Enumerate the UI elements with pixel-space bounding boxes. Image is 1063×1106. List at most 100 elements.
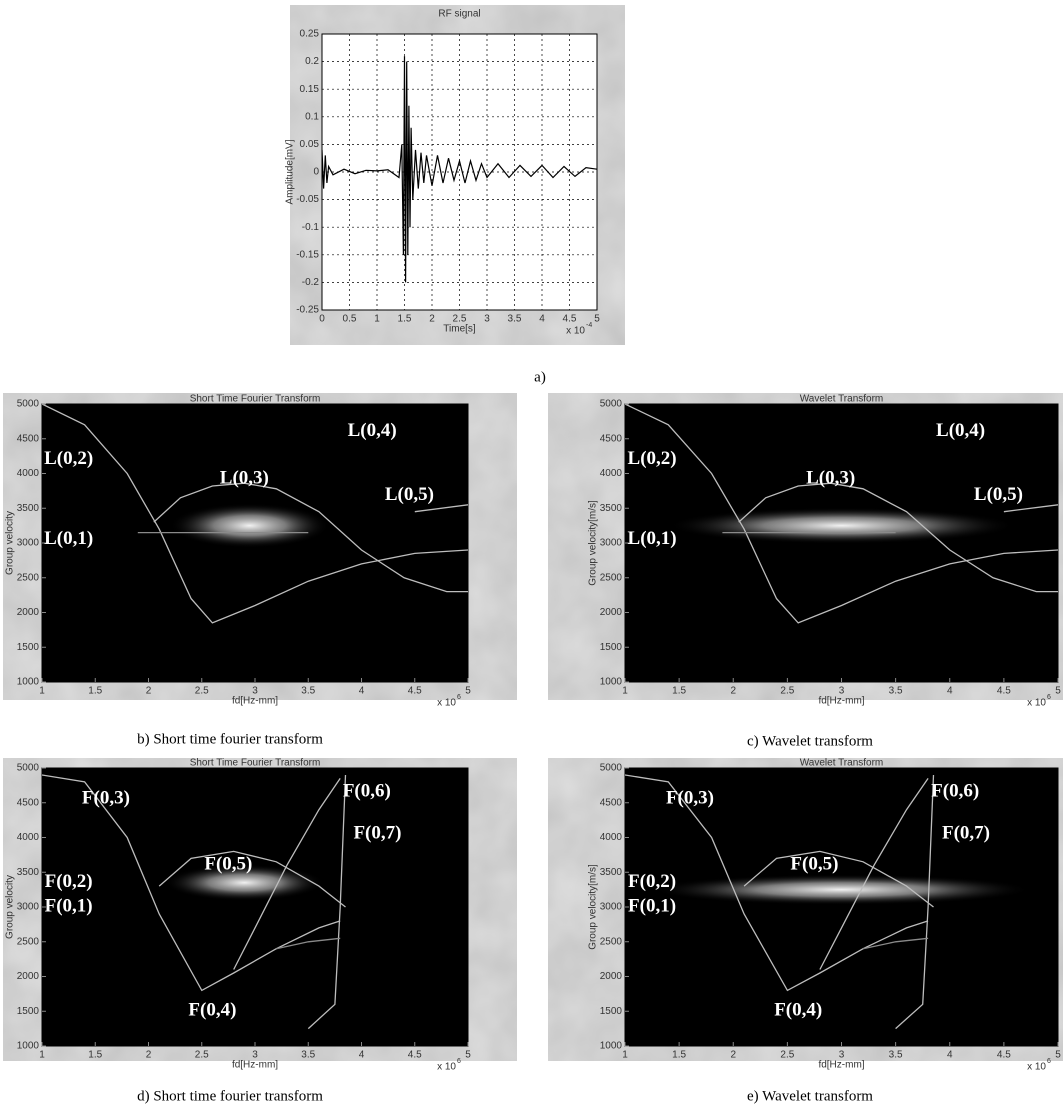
energy-blob — [652, 874, 1031, 905]
y-tick-label: 1500 — [600, 1006, 623, 1017]
x-multiplier: x 10 — [1027, 698, 1046, 709]
x-tick-label: 1.5 — [672, 1050, 686, 1061]
mode-label: F(0,4) — [188, 1000, 236, 1021]
y-tick-label: 1000 — [600, 1041, 623, 1052]
x-tick-label: 0.5 — [343, 314, 357, 325]
x-tick-label: 4.5 — [997, 1050, 1011, 1061]
y-axis-label: Group velocity[m/s] — [588, 864, 599, 950]
x-tick-label: 4 — [947, 686, 953, 697]
y-tick-label: 0.15 — [300, 84, 320, 95]
x-tick-label: 5 — [1055, 1050, 1061, 1061]
x-multiplier: x 10 — [437, 1062, 456, 1073]
x-tick-label: 5 — [1055, 686, 1061, 697]
mode-label: F(0,6) — [343, 781, 391, 802]
caption: e) Wavelet transform — [747, 1088, 873, 1104]
x-tick-label: 2 — [146, 1050, 152, 1061]
mode-label: F(0,2) — [628, 871, 676, 892]
mode-label: F(0,5) — [204, 854, 252, 875]
y-tick-label: 1000 — [17, 677, 40, 688]
y-tick-label: 2000 — [17, 971, 40, 982]
y-tick-label: 2000 — [600, 607, 623, 618]
energy-blob — [668, 508, 1014, 544]
x-tick-label: 1 — [39, 1050, 45, 1061]
x-tick-label: 1 — [622, 1050, 628, 1061]
mode-label: L(0,2) — [44, 448, 93, 469]
y-tick-label: 0.2 — [305, 56, 319, 67]
energy-blob — [170, 503, 330, 547]
y-tick-label: 2500 — [600, 572, 623, 583]
chart-title: Wavelet Transform — [800, 394, 884, 405]
x-axis-label: fd[Hz-mm] — [232, 1060, 278, 1071]
x-tick-label: 3.5 — [889, 686, 903, 697]
x-multiplier: x 10 — [1027, 1062, 1046, 1073]
y-tick-label: 3500 — [600, 867, 623, 878]
x-tick-label: 5 — [465, 686, 471, 697]
mode-label: L(0,4) — [348, 420, 397, 441]
y-tick-label: 3500 — [17, 503, 40, 514]
caption: d) Short time fourier transform — [137, 1088, 323, 1104]
x-multiplier: x 10 — [566, 326, 585, 337]
x-multiplier-exponent: 6 — [457, 694, 461, 701]
subplot: 11.522.533.544.5510001500200025003000350… — [3, 393, 517, 747]
mode-label: F(0,1) — [628, 895, 676, 916]
mode-label: F(0,3) — [82, 788, 130, 809]
y-tick-label: 0.05 — [300, 139, 320, 150]
y-tick-label: 1500 — [17, 642, 40, 653]
y-tick-label: 4000 — [600, 468, 623, 479]
x-tick-label: 2.5 — [195, 1050, 209, 1061]
subplot: 11.522.533.544.5510001500200025003000350… — [3, 758, 517, 1105]
mode-label: L(0,5) — [385, 484, 434, 505]
mode-label: F(0,1) — [45, 895, 93, 916]
subplot: 00.511.522.533.544.55-0.25-0.2-0.15-0.1-… — [285, 5, 625, 385]
mode-label: F(0,6) — [931, 781, 979, 802]
y-tick-label: 3000 — [17, 538, 40, 549]
x-tick-label: 2 — [730, 686, 736, 697]
y-tick-label: -0.25 — [296, 305, 319, 316]
y-tick-label: 0.25 — [300, 29, 320, 40]
x-multiplier-exponent: 6 — [457, 1058, 461, 1065]
y-tick-label: -0.2 — [302, 277, 320, 288]
y-tick-label: 5000 — [17, 399, 40, 410]
y-tick-label: 2500 — [17, 572, 40, 583]
x-tick-label: 5 — [465, 1050, 471, 1061]
mode-label: F(0,2) — [45, 871, 93, 892]
mode-label: L(0,5) — [974, 484, 1023, 505]
y-tick-label: 4500 — [600, 797, 623, 808]
x-tick-label: 2 — [429, 314, 435, 325]
y-tick-label: 5000 — [17, 763, 40, 774]
x-tick-label: 2.5 — [780, 686, 794, 697]
y-tick-label: 5000 — [600, 399, 623, 410]
y-tick-label: 4000 — [17, 468, 40, 479]
x-tick-label: 4.5 — [997, 686, 1011, 697]
x-axis-label: Time[s] — [443, 324, 476, 335]
y-tick-label: 1500 — [17, 1006, 40, 1017]
chart-title: RF signal — [438, 9, 480, 20]
y-tick-label: 2500 — [600, 936, 623, 947]
y-axis-label: Group velocity — [5, 875, 16, 939]
y-tick-label: 0.1 — [305, 111, 319, 122]
mode-label: F(0,7) — [942, 822, 990, 843]
x-tick-label: 1.5 — [88, 1050, 102, 1061]
x-tick-label: 4.5 — [408, 1050, 422, 1061]
y-tick-label: 4500 — [17, 797, 40, 808]
x-tick-label: 1.5 — [672, 686, 686, 697]
y-tick-label: 2000 — [17, 607, 40, 618]
y-tick-label: 3500 — [600, 503, 623, 514]
x-tick-label: 4.5 — [563, 314, 577, 325]
x-tick-label: 3.5 — [889, 1050, 903, 1061]
y-tick-label: 3000 — [17, 902, 40, 913]
x-tick-label: 2.5 — [195, 686, 209, 697]
y-tick-label: -0.1 — [302, 222, 320, 233]
y-axis-label: Group velocity[m/s] — [588, 500, 599, 586]
x-tick-label: 5 — [594, 314, 600, 325]
y-tick-label: 2000 — [600, 971, 623, 982]
y-tick-label: 1500 — [600, 642, 623, 653]
y-tick-label: -0.15 — [296, 249, 319, 260]
y-axis-label: Amplitude[mV] — [285, 139, 296, 204]
x-tick-label: 3.5 — [301, 686, 315, 697]
y-tick-label: 0 — [313, 167, 319, 178]
y-tick-label: 4500 — [17, 433, 40, 444]
x-tick-label: 4.5 — [408, 686, 422, 697]
y-tick-label: 1000 — [17, 1041, 40, 1052]
